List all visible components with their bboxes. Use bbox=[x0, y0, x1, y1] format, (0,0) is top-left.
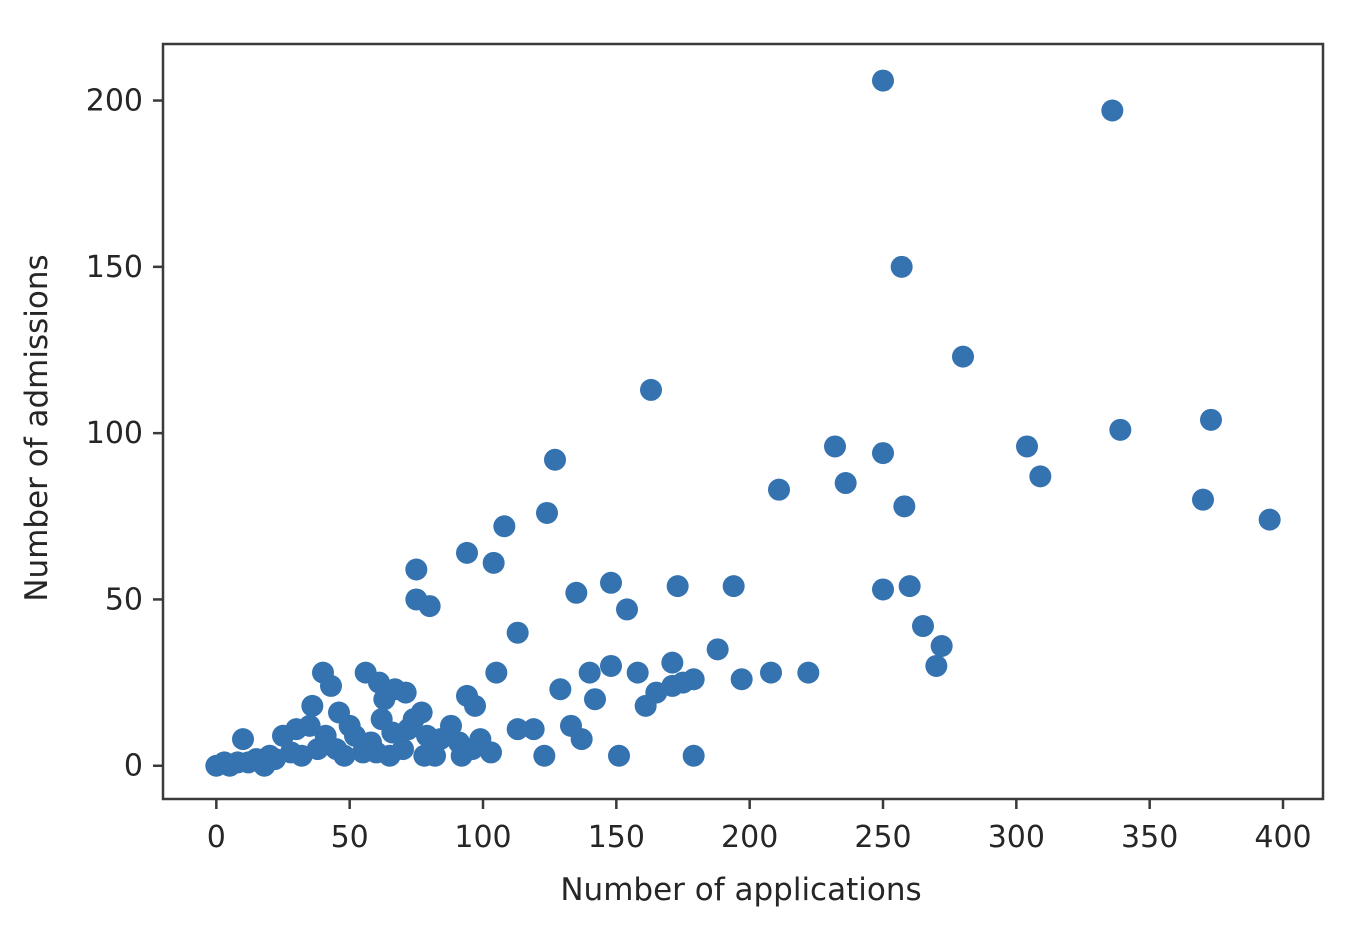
data-points bbox=[205, 69, 1281, 777]
data-point bbox=[834, 472, 857, 495]
x-tick-label: 100 bbox=[454, 820, 511, 855]
data-point bbox=[768, 478, 790, 501]
data-point bbox=[485, 661, 508, 684]
data-point bbox=[306, 738, 329, 761]
data-point bbox=[320, 674, 342, 697]
data-point bbox=[608, 744, 630, 767]
x-tick-label: 200 bbox=[721, 820, 778, 855]
data-point bbox=[506, 718, 529, 741]
data-point bbox=[352, 741, 374, 764]
y-axis-label: Number of admissions bbox=[19, 254, 55, 601]
data-point bbox=[482, 551, 505, 574]
data-point bbox=[797, 661, 820, 684]
data-point bbox=[824, 435, 846, 458]
data-point bbox=[661, 674, 684, 697]
data-point bbox=[405, 558, 428, 581]
data-point bbox=[333, 744, 356, 767]
data-point bbox=[1200, 408, 1222, 431]
x-tick-label: 150 bbox=[588, 820, 645, 855]
data-point bbox=[370, 708, 393, 731]
data-point bbox=[872, 578, 894, 601]
data-point bbox=[912, 615, 934, 638]
data-point bbox=[549, 678, 572, 701]
data-point bbox=[456, 541, 478, 564]
data-point bbox=[1109, 418, 1132, 441]
data-point bbox=[616, 598, 638, 621]
data-point bbox=[1029, 465, 1052, 488]
x-axis-label: Number of applications bbox=[560, 872, 921, 908]
data-point bbox=[536, 501, 558, 524]
x-tick-label: 400 bbox=[1254, 820, 1311, 855]
data-point bbox=[461, 738, 484, 761]
x-axis: 0 50 100 150 200 250 300 350 400 bbox=[207, 799, 1312, 855]
y-tick-label: 150 bbox=[86, 250, 143, 285]
data-point bbox=[1192, 488, 1214, 511]
y-tick-label: 0 bbox=[124, 749, 143, 784]
x-tick-label: 0 bbox=[207, 820, 226, 855]
data-point bbox=[402, 708, 425, 731]
data-point bbox=[666, 575, 689, 598]
data-point bbox=[418, 595, 441, 618]
data-point bbox=[338, 714, 361, 737]
data-point bbox=[760, 661, 782, 684]
data-point bbox=[1258, 508, 1281, 531]
data-point bbox=[570, 728, 593, 751]
data-point bbox=[301, 694, 324, 717]
y-axis: 0 50 100 150 200 bbox=[86, 84, 163, 784]
data-point bbox=[533, 744, 556, 767]
x-tick-label: 300 bbox=[988, 820, 1045, 855]
data-point bbox=[565, 581, 588, 604]
data-point bbox=[661, 651, 684, 674]
plot-frame bbox=[161, 42, 1325, 801]
data-point bbox=[544, 448, 566, 471]
x-tick-label: 350 bbox=[1121, 820, 1178, 855]
data-point bbox=[506, 621, 529, 644]
y-tick-label: 100 bbox=[86, 416, 143, 451]
data-point bbox=[634, 694, 657, 717]
data-point bbox=[264, 748, 286, 771]
y-tick-label: 200 bbox=[86, 84, 143, 119]
data-point bbox=[392, 738, 414, 761]
data-point bbox=[424, 744, 446, 767]
data-point bbox=[600, 571, 622, 594]
data-point bbox=[682, 744, 705, 767]
data-point bbox=[925, 654, 948, 677]
data-point bbox=[872, 442, 894, 465]
data-point bbox=[952, 345, 974, 368]
data-point bbox=[480, 741, 502, 764]
data-point bbox=[872, 69, 894, 92]
data-point bbox=[890, 255, 913, 278]
data-point bbox=[493, 515, 516, 538]
data-point bbox=[930, 635, 953, 658]
data-point bbox=[522, 718, 545, 741]
x-tick-label: 50 bbox=[331, 820, 369, 855]
data-point bbox=[1016, 435, 1038, 458]
data-point bbox=[232, 728, 254, 751]
data-point bbox=[298, 714, 321, 737]
data-point bbox=[898, 575, 921, 598]
data-point bbox=[584, 688, 606, 711]
data-point bbox=[730, 668, 753, 691]
data-point bbox=[706, 638, 729, 661]
data-point bbox=[626, 661, 649, 684]
data-point bbox=[373, 688, 396, 711]
data-point bbox=[429, 728, 452, 751]
data-point bbox=[394, 681, 417, 704]
data-point bbox=[1101, 99, 1124, 122]
data-point bbox=[600, 654, 622, 677]
data-point bbox=[464, 694, 486, 717]
data-point bbox=[578, 661, 601, 684]
data-point bbox=[893, 495, 916, 518]
x-tick-label: 250 bbox=[854, 820, 911, 855]
data-point bbox=[722, 575, 745, 598]
data-point bbox=[640, 378, 662, 401]
data-point bbox=[218, 754, 241, 777]
y-tick-label: 50 bbox=[105, 582, 143, 617]
